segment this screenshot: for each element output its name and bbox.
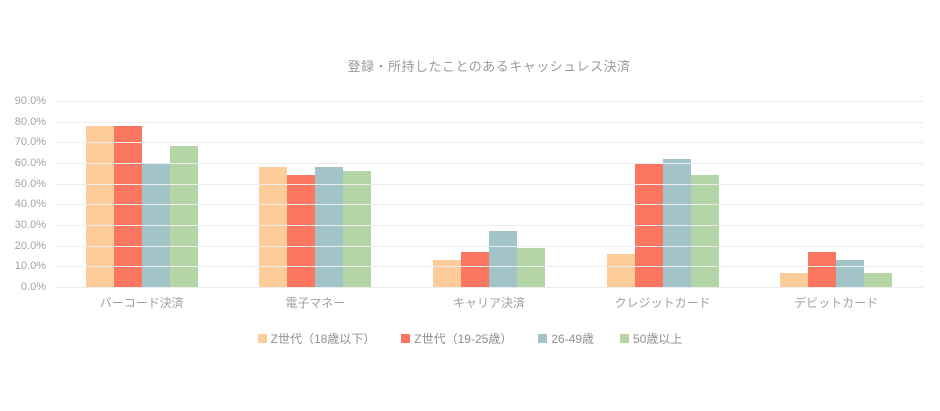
- bar: [864, 273, 893, 287]
- bar-group: [749, 101, 923, 287]
- legend-swatch-icon: [620, 334, 630, 343]
- legend-item: 50歳以上: [620, 330, 682, 347]
- bar: [808, 252, 837, 287]
- y-tick-label: 50.0%: [14, 178, 46, 190]
- y-axis: 0.0% 10.0% 20.0% 30.0% 40.0% 50.0% 60.0% 70.0% 8…: [0, 95, 46, 293]
- gridline: [55, 101, 923, 102]
- bar: [343, 171, 372, 287]
- legend-label: 26-49歳: [551, 332, 595, 346]
- y-tick-label: 20.0%: [14, 240, 46, 252]
- legend-swatch-icon: [401, 334, 411, 343]
- y-tick-label: 10.0%: [14, 260, 46, 272]
- y-tick-label: 30.0%: [14, 219, 46, 231]
- y-tick-label: 90.0%: [14, 95, 46, 107]
- bar: [488, 231, 517, 287]
- legend-item: Z世代（19-25歳）: [401, 330, 512, 347]
- bar: [113, 126, 142, 287]
- legend-item: 26-49歳: [538, 330, 594, 347]
- bar: [287, 175, 316, 287]
- legend-label: Z世代（19-25歳）: [414, 332, 513, 346]
- bar: [85, 126, 114, 287]
- bar: [780, 273, 809, 287]
- gridline: [55, 163, 923, 164]
- legend: Z世代（18歳以下） Z世代（19-25歳） 26-49歳 50歳以上: [0, 330, 940, 347]
- category-label: バーコード決済: [99, 296, 184, 310]
- bar-group: [576, 101, 750, 287]
- gridline: [55, 204, 923, 205]
- gridline: [55, 142, 923, 143]
- legend-label: 50歳以上: [633, 332, 683, 346]
- y-tick-label: 80.0%: [14, 116, 46, 128]
- chart-title: 登録・所持したことのあるキャッシュレス決済: [347, 59, 631, 74]
- bar: [460, 252, 489, 287]
- bar-groups: [55, 101, 923, 287]
- bar-group: [229, 101, 403, 287]
- bar: [516, 248, 545, 287]
- category-label: クレジットカード: [614, 296, 711, 310]
- gridline: [55, 246, 923, 247]
- gridline: [55, 122, 923, 123]
- gridline: [55, 287, 923, 288]
- bar: [662, 159, 691, 287]
- gridline: [55, 225, 923, 226]
- bar: [432, 260, 461, 287]
- legend-item: Z世代（18歳以下）: [257, 330, 376, 347]
- gridline: [55, 184, 923, 185]
- bar: [315, 167, 344, 287]
- bar-group: [402, 101, 576, 287]
- y-tick-label: 60.0%: [14, 157, 46, 169]
- bar: [836, 260, 865, 287]
- legend-swatch-icon: [257, 334, 267, 343]
- bar: [606, 254, 635, 287]
- y-tick-label: 40.0%: [14, 198, 46, 210]
- legend-swatch-icon: [538, 334, 548, 343]
- category-label: 電子マネー: [285, 296, 346, 310]
- gridline: [55, 266, 923, 267]
- y-tick-label: 0.0%: [20, 281, 46, 293]
- category-label: キャリア決済: [452, 296, 525, 310]
- bar: [259, 167, 288, 287]
- legend-label: Z世代（18歳以下）: [270, 332, 376, 346]
- x-axis: バーコード決済 電子マネー キャリア決済 クレジットカード デビットカード: [55, 294, 923, 311]
- plot-area: [55, 101, 923, 288]
- category-label: デビットカード: [794, 296, 879, 310]
- bar-group: [55, 101, 229, 287]
- bar: [169, 146, 198, 287]
- y-tick-label: 70.0%: [14, 136, 46, 148]
- bar: [690, 175, 719, 287]
